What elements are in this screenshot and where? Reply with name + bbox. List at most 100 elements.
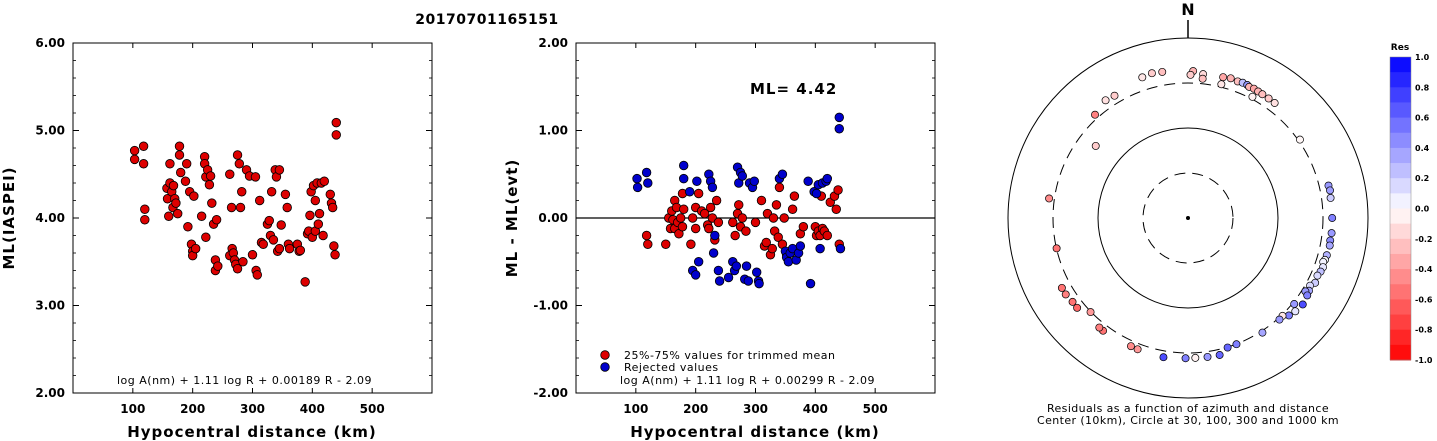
y-axis-label: ML - ML(evt)	[503, 159, 521, 277]
station-marker	[1198, 74, 1207, 83]
data-point	[181, 159, 192, 169]
colorbar-cell	[1390, 193, 1411, 209]
caption-line-1: Residuals as a function of azimuth and d…	[1047, 402, 1329, 415]
data-point	[205, 171, 216, 181]
station-marker	[1327, 229, 1336, 238]
panel-residuals-vs-distance: 100 200 300 400 500 -2.00 -1.00 0.00 1.00 2.00 ML…	[503, 36, 936, 441]
data-point-trimmed	[756, 195, 767, 206]
data-point	[314, 208, 325, 219]
station-marker	[1328, 214, 1337, 222]
colorbar-cell	[1390, 253, 1411, 270]
data-point-rejected	[737, 171, 748, 181]
data-point-trimmed	[734, 200, 744, 210]
x-tick-label: 400	[300, 402, 325, 416]
colorbar-cell	[1390, 344, 1411, 361]
colorbar-cell	[1390, 117, 1411, 134]
y-tick-label: 2.00	[538, 36, 568, 50]
colorbar-cell	[1390, 132, 1411, 149]
data-point-trimmed	[693, 188, 704, 199]
data-point-trimmed	[699, 208, 710, 219]
data-point	[264, 215, 274, 226]
station-marker	[1181, 354, 1190, 363]
data-point	[189, 191, 199, 201]
colorbar-ticks: 1.0 0.8 0.6 0.4 0.2 0.0 -0.2 -0.4 -0.6 -0.8 -1.0	[1415, 53, 1433, 365]
ring-30km	[1142, 172, 1234, 264]
data-point	[138, 141, 149, 151]
ring-100km	[1097, 127, 1279, 309]
data-point	[313, 219, 324, 229]
station-marker	[1264, 94, 1273, 103]
station-marker	[1223, 343, 1232, 352]
data-point-rejected	[811, 188, 822, 199]
data-point	[325, 189, 335, 200]
data-point-rejected	[723, 272, 734, 283]
station-marker	[1061, 290, 1070, 299]
data-point	[258, 239, 268, 249]
data-point	[235, 202, 246, 213]
data-point-rejected	[834, 112, 844, 123]
data-point	[310, 195, 321, 206]
x-tick-label: 200	[180, 402, 205, 416]
data-point	[254, 195, 265, 206]
station-marker	[1126, 342, 1135, 351]
y-tick-label: 0.00	[538, 211, 568, 225]
station-marker	[1248, 92, 1257, 101]
colorbar-tick-label: 1.0	[1415, 53, 1430, 62]
station-marker	[1110, 91, 1119, 100]
data-point-rejected	[777, 169, 788, 179]
data-point-trimmed	[686, 239, 696, 249]
colorbar-cell	[1390, 163, 1411, 179]
x-tick-label: 200	[683, 402, 708, 416]
colorbar-tick-label: 0.0	[1415, 205, 1430, 214]
data-point	[284, 243, 295, 254]
station-marker	[1215, 351, 1224, 359]
data-point	[174, 141, 185, 151]
station-marker	[1275, 315, 1284, 324]
center-point	[1186, 216, 1190, 220]
data-point-rejected	[710, 230, 720, 241]
data-point-rejected	[692, 176, 702, 186]
data-point	[282, 202, 292, 213]
data-point	[174, 150, 185, 160]
data-point-trimmed	[779, 213, 789, 223]
data-point	[274, 165, 285, 175]
colorbar-tick-label: 0.6	[1415, 114, 1430, 123]
colorbar-cell	[1390, 208, 1411, 225]
data-point	[183, 222, 193, 232]
data-point	[252, 270, 262, 280]
data-point-trimmed	[741, 226, 751, 236]
data-point	[225, 169, 235, 179]
data-point-trimmed	[641, 230, 652, 241]
station-marker	[1091, 141, 1100, 150]
data-point-trimmed	[789, 191, 800, 201]
ml-annotation: ML= 4.42	[750, 80, 837, 98]
legend-marker-trimmed	[600, 350, 610, 360]
data-point-rejected	[641, 167, 652, 178]
station-marker	[1186, 70, 1195, 79]
data-point-rejected	[805, 278, 816, 289]
data-point	[329, 241, 339, 251]
colorbar-cell	[1390, 102, 1411, 119]
data-point-rejected	[743, 276, 754, 286]
x-tick-label: 100	[623, 402, 648, 416]
colorbar-cell	[1390, 72, 1411, 88]
station-marker	[1296, 135, 1304, 144]
colorbar-cell	[1390, 87, 1411, 103]
colorbar-cell	[1390, 284, 1411, 300]
data-point	[237, 187, 247, 197]
colorbar-cell	[1390, 223, 1411, 240]
data-point-trimmed	[768, 213, 779, 223]
data-point-trimmed	[643, 239, 653, 249]
station-marker	[1298, 300, 1307, 309]
data-point-rejected	[690, 270, 701, 280]
ring-1000km	[1007, 37, 1369, 399]
x-tick-label: 300	[743, 402, 768, 416]
x-tick-label: 300	[240, 402, 265, 416]
station-marker	[1159, 353, 1168, 362]
station-marker	[1086, 308, 1095, 317]
colorbar: Res 1.0 0.8 0.6 0.4 0.2 0.0 -0.2 -0.4 -0.6 -0.8 -1…	[1389, 43, 1433, 365]
data-point	[180, 176, 191, 186]
x-axis-label: Hypocentral distance (km)	[127, 423, 377, 441]
legend-label-rejected: Rejected values	[624, 361, 719, 374]
